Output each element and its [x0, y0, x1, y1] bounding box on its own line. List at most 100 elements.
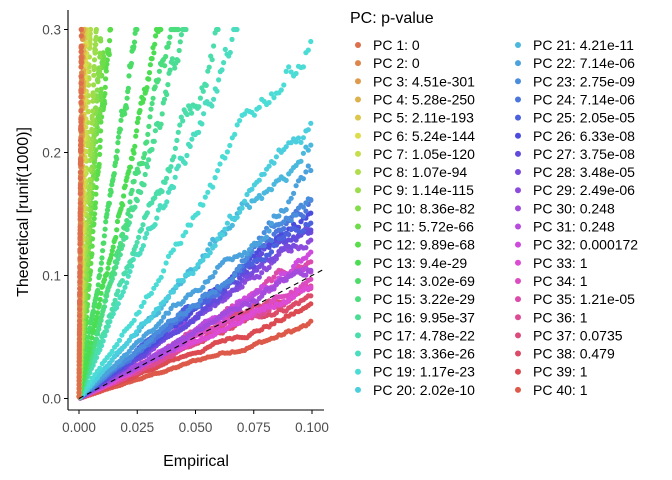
data-point [161, 314, 167, 320]
legend-label: PC 20: 2.02e-10 [373, 382, 475, 398]
data-point [168, 323, 174, 329]
data-point [273, 242, 279, 248]
legend-item: PC 3: 4.51e-301 [355, 73, 475, 89]
data-point [100, 61, 106, 67]
data-point [161, 268, 167, 274]
legend-key-dot [515, 114, 521, 121]
data-point [102, 226, 108, 232]
series-points [76, 26, 164, 400]
data-point [126, 73, 132, 79]
data-point [222, 46, 228, 53]
data-point [86, 191, 92, 197]
data-point [109, 306, 115, 312]
data-point [76, 390, 82, 396]
y-tick-label: 0.2 [42, 146, 61, 161]
data-point [308, 167, 314, 174]
data-point [271, 285, 277, 291]
legend-key-dot [515, 386, 521, 393]
data-point [156, 68, 162, 74]
data-point [77, 206, 83, 212]
data-point [169, 56, 175, 62]
data-point [146, 157, 152, 163]
data-point [134, 119, 140, 125]
data-point [106, 200, 112, 206]
data-point [128, 60, 134, 67]
legend-label: PC 34: 1 [533, 273, 588, 289]
data-point [102, 101, 108, 107]
data-point [291, 263, 297, 270]
data-point [78, 94, 84, 100]
data-point [300, 204, 306, 210]
data-point [141, 299, 147, 305]
legend-key-dot [355, 60, 361, 67]
data-point [166, 168, 173, 174]
data-point [199, 121, 205, 127]
data-point [93, 200, 99, 206]
legend-label: PC 3: 4.51e-301 [373, 73, 475, 89]
data-point [102, 329, 108, 335]
data-point [77, 200, 83, 206]
data-point [174, 137, 180, 143]
legend-key-dot [355, 296, 361, 303]
legend-label: PC 25: 2.05e-05 [533, 110, 635, 126]
data-point [261, 307, 267, 313]
data-point [96, 73, 102, 79]
legend-label: PC 29: 2.49e-06 [533, 182, 635, 198]
data-point [308, 284, 314, 290]
legend-item: PC 38: 0.479 [515, 346, 615, 362]
data-point [98, 266, 104, 272]
data-point [202, 305, 208, 312]
data-point [161, 96, 168, 102]
data-point [138, 303, 145, 309]
data-point [124, 95, 130, 101]
data-point [164, 91, 170, 98]
data-point [123, 222, 129, 228]
data-point [138, 189, 144, 195]
legend-label: PC 12: 9.89e-68 [373, 237, 475, 253]
legend-item: PC 2: 0 [355, 55, 420, 71]
data-point [175, 26, 181, 33]
data-point [97, 137, 103, 143]
data-point [261, 171, 267, 177]
data-point [283, 207, 289, 213]
legend-key-dot [515, 241, 521, 248]
data-point [141, 182, 147, 188]
data-point [268, 220, 275, 226]
data-point [172, 174, 178, 180]
data-point [207, 241, 213, 247]
data-point [89, 335, 95, 341]
data-point [168, 164, 174, 170]
data-point [124, 218, 130, 224]
data-point [137, 250, 143, 256]
data-point [201, 111, 207, 117]
x-tick-label: 0.000 [62, 420, 96, 435]
data-point [131, 150, 137, 156]
data-point [126, 207, 132, 213]
legend-key-dot [355, 78, 361, 85]
data-point [154, 215, 160, 221]
legend-item: PC 7: 1.05e-120 [355, 146, 475, 162]
data-point [117, 126, 123, 133]
data-point [77, 191, 83, 197]
data-point [77, 269, 83, 275]
data-point [303, 208, 309, 214]
data-point [110, 269, 116, 275]
data-point [153, 33, 159, 39]
data-point [98, 38, 104, 44]
legend-key-dot [515, 60, 521, 67]
data-point [105, 319, 111, 325]
y-tick-label: 0.1 [42, 269, 61, 284]
data-point [78, 143, 84, 149]
data-point [229, 222, 235, 228]
data-point [281, 219, 287, 225]
legend-key-dot [515, 187, 521, 194]
data-point [119, 332, 125, 338]
data-point [171, 154, 177, 160]
legend-key-dot [355, 350, 361, 357]
data-point [114, 156, 120, 162]
data-point [211, 43, 217, 49]
data-point [96, 272, 103, 279]
data-point [78, 26, 84, 33]
data-point [78, 80, 84, 86]
data-point [178, 240, 184, 246]
